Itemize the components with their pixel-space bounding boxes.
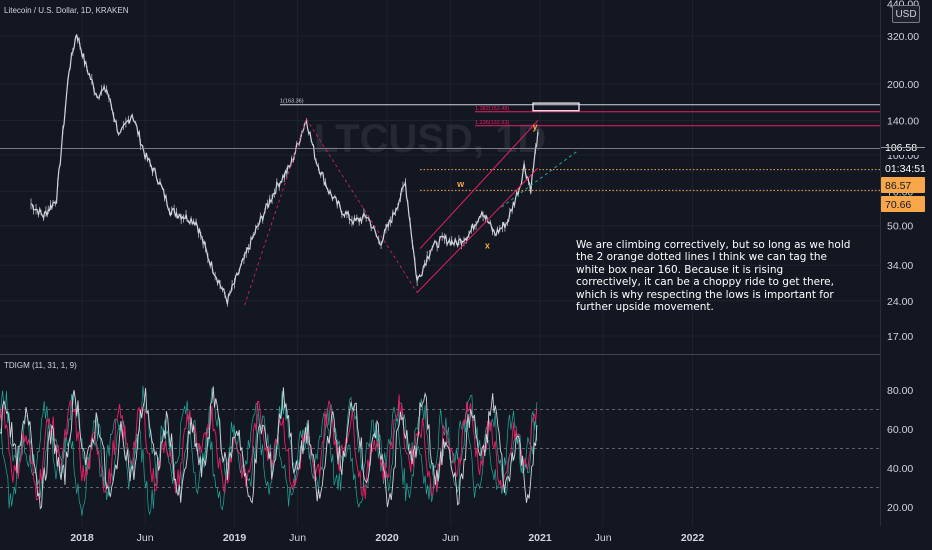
- watermark: LTCUSD, 1D: [314, 117, 547, 161]
- wave-label: y: [532, 122, 537, 132]
- pane-separator[interactable]: [0, 354, 880, 355]
- target-box: [532, 102, 580, 112]
- countdown-label-bg: [881, 160, 925, 176]
- fib-level-label: 1.236(132.93): [475, 120, 509, 126]
- price-series: [30, 34, 539, 305]
- y-tick-label: 24.00: [887, 296, 913, 308]
- x-tick-label: 2021: [528, 532, 552, 544]
- osc-lower-band: [0, 400, 538, 516]
- y-tick-label: 34.00: [887, 260, 913, 272]
- channel-line: [419, 120, 539, 249]
- channel-line: [416, 167, 539, 293]
- osc-tick-label: 40.00: [887, 463, 913, 475]
- osc-upper-band: [0, 385, 538, 501]
- countdown-label: 01:34:51: [885, 163, 926, 175]
- x-tick-label: 2020: [375, 532, 399, 544]
- symbol-title: Litecoin / U.S. Dollar, 1D, KRAKEN: [4, 6, 129, 15]
- last-price-divider: [881, 147, 925, 148]
- x-tick-label: 2019: [223, 532, 247, 544]
- price-axis-border: [880, 0, 881, 526]
- y-tick-label: 17.00: [887, 331, 913, 343]
- x-tick-label: 2022: [681, 532, 705, 544]
- x-tick-label: Jun: [137, 532, 154, 544]
- y-tick-label: 200.00: [887, 79, 919, 91]
- x-tick-label: Jun: [289, 532, 306, 544]
- swing-line: [244, 118, 307, 306]
- highlight-price-label-bg: [881, 196, 925, 212]
- analysis-annotation: We are climbing correctively, but so lon…: [576, 239, 851, 314]
- x-tick-label: 2018: [70, 532, 94, 544]
- x-tick-label: Jun: [442, 532, 459, 544]
- highlight-price-label-bg: [881, 177, 925, 193]
- fib-level-label: 1(163.36): [280, 99, 304, 105]
- wave-label: x: [485, 241, 490, 251]
- highlight-price-label: 86.57: [885, 180, 911, 192]
- currency-button[interactable]: USD: [892, 5, 920, 23]
- channel-line: [501, 150, 578, 208]
- osc-tick-label: 80.00: [887, 385, 913, 397]
- y-tick-label: 320.00: [887, 31, 919, 43]
- highlight-price-label: 70.66: [885, 199, 911, 211]
- fib-level-label: 1.382(152.48): [475, 106, 509, 112]
- y-tick-label: 140.00: [887, 115, 919, 127]
- osc-main-line: [0, 386, 538, 510]
- swing-line: [306, 118, 418, 293]
- osc-tick-label: 20.00: [887, 502, 913, 514]
- wave-label: w: [456, 179, 465, 189]
- y-tick-label: 50.00: [887, 221, 913, 233]
- x-tick-label: Jun: [595, 532, 612, 544]
- osc-tick-label: 60.00: [887, 424, 913, 436]
- indicator-label: TDIGM (11, 31, 1, 9): [4, 361, 77, 370]
